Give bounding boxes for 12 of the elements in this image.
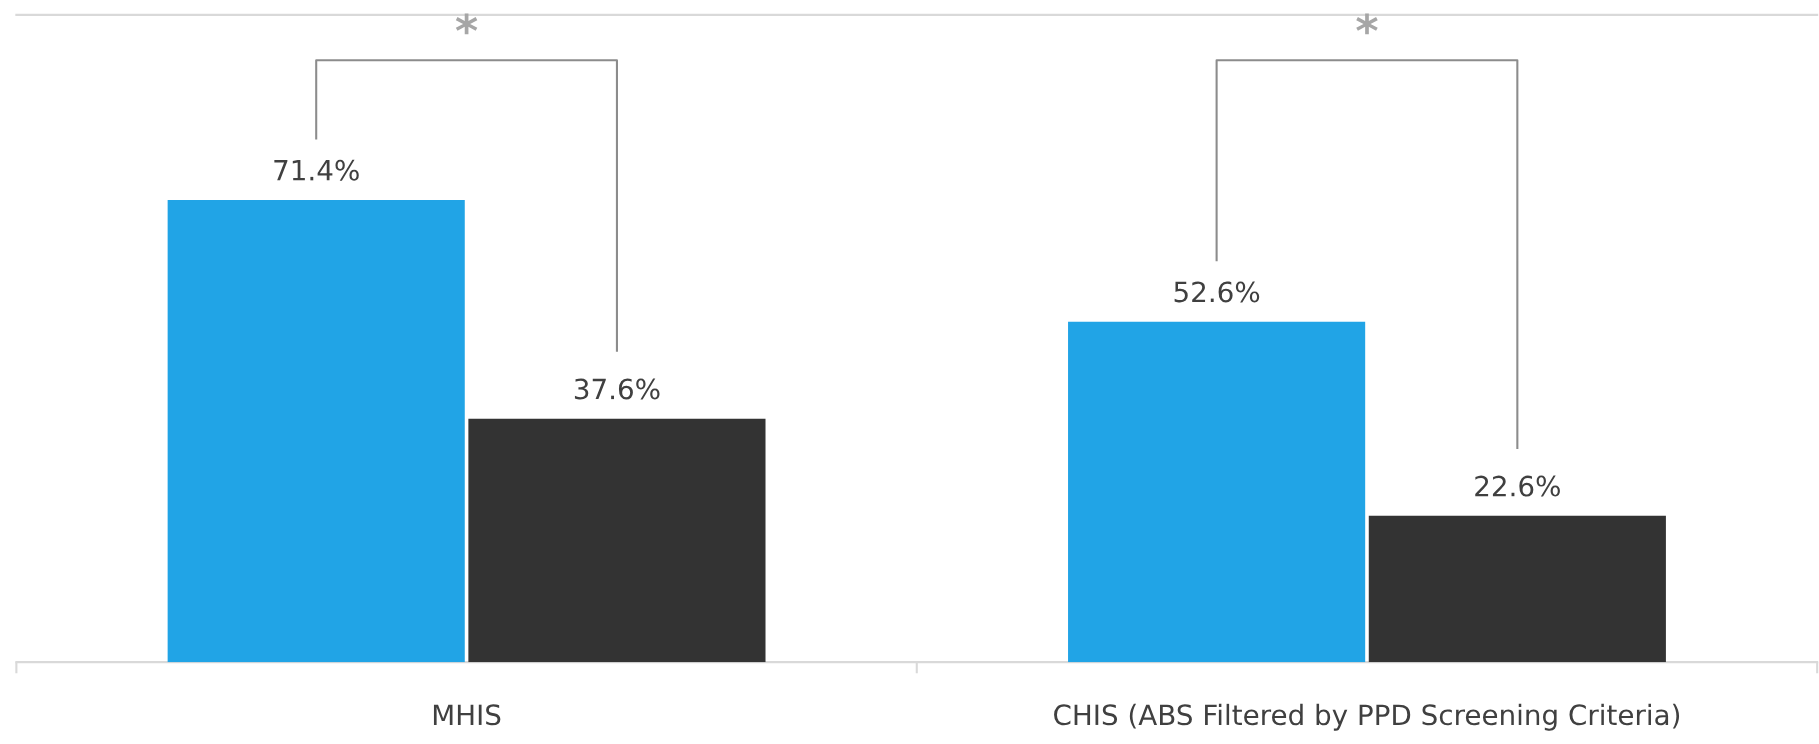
data-label: 71.4% [274, 159, 359, 181]
data-label: 22.6% [1475, 475, 1560, 497]
bar [167, 200, 465, 663]
data-label: 52.6% [1174, 281, 1260, 303]
annotation: * [1356, 13, 1378, 35]
x-tick-label: MHIS [433, 704, 501, 726]
annotation: * [455, 13, 478, 35]
x-tick-label: CHIS (ABS Filtered by PPD Screening Criteria) [1054, 703, 1680, 731]
bar [1068, 321, 1366, 663]
bar [468, 418, 766, 663]
data-label: 37.6% [574, 378, 660, 400]
bar [1368, 515, 1666, 663]
